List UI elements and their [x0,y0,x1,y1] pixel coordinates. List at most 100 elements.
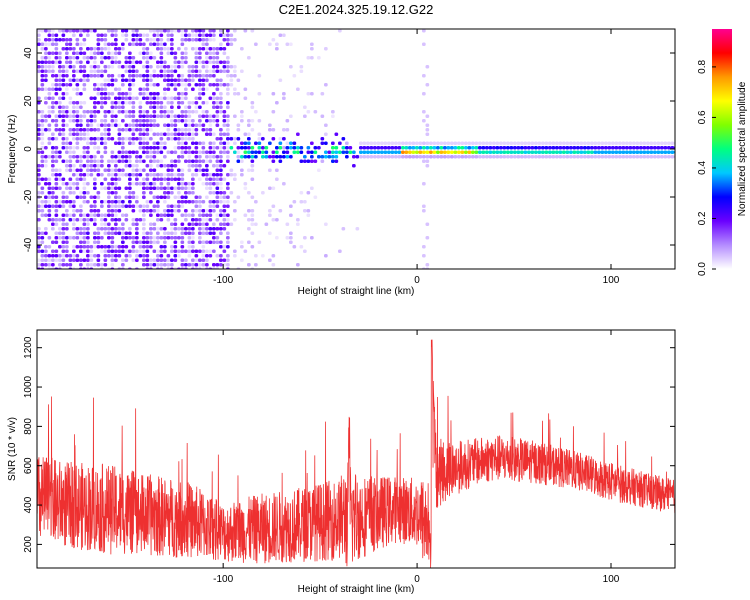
heatmap-cell [177,65,181,69]
heatmap-cell [110,33,115,37]
heatmap-cell [110,200,115,204]
heatmap-cell [86,263,90,267]
heatmap-cell [54,146,59,150]
heatmap-cell [299,65,304,69]
heatmap-cell [226,42,230,46]
heatmap-cell [387,146,391,150]
heatmap-cell [124,29,129,33]
heatmap-cell [250,159,255,163]
heatmap-cell [163,123,167,127]
heatmap-cell [443,146,447,150]
heatmap-cell [54,236,59,240]
heatmap-cell [142,222,146,226]
heatmap-cell [135,119,139,123]
heatmap-cell [194,29,199,33]
heatmap-cell [394,141,398,145]
heatmap-cell [555,146,559,150]
heatmap-cell [450,150,454,154]
heatmap-cell [201,231,206,235]
heatmap-cell [156,47,160,51]
heatmap-cell [103,222,108,226]
heatmap-cell [124,204,129,208]
heatmap-cell [107,56,111,60]
heatmap-cell [47,195,52,199]
heatmap-cell [145,200,150,204]
heatmap-cell [268,213,272,217]
heatmap-cell [166,191,171,195]
heatmap-cell [201,101,206,105]
heatmap-cell [54,92,59,96]
heatmap-cell [187,245,192,249]
heatmap-cell [215,204,220,208]
heatmap-cell [425,146,430,150]
heatmap-cell [107,42,111,46]
heatmap-cell [82,182,87,186]
heatmap-cell [324,222,328,226]
heatmap-y-tick-label: 0 [23,146,34,152]
heatmap-cell [516,141,521,145]
heatmap-cell [205,33,209,37]
heatmap-cell [82,191,87,195]
heatmap-cell [37,200,41,204]
heatmap-cell [61,74,66,78]
heatmap-cell [474,150,479,154]
heatmap-cell [44,254,48,258]
heatmap-cell [65,51,69,55]
heatmap-cell [520,155,524,159]
heatmap-cell [65,150,69,154]
heatmap-cell [226,38,230,42]
heatmap-cell [166,110,171,114]
heatmap-cell [61,245,66,249]
heatmap-cell [660,155,664,159]
heatmap-cell [44,38,48,42]
heatmap-cell [170,33,174,37]
heatmap-cell [68,132,73,136]
heatmap-cell [194,123,199,127]
heatmap-cell [481,141,486,145]
heatmap-cell [40,213,45,217]
heatmap-cell [61,47,66,51]
heatmap-cell [177,47,181,51]
heatmap-cell [128,195,132,199]
heatmap-cell [236,159,241,163]
heatmap-cell [114,78,118,82]
heatmap-cell [205,51,209,55]
heatmap-cell [215,83,220,87]
heatmap-cell [191,141,195,145]
heatmap-cell [61,254,66,258]
heatmap-cell [331,141,335,145]
heatmap-cell [47,236,52,240]
heatmap-cell [131,141,136,145]
heatmap-cell [152,74,157,78]
heatmap-cell [268,141,272,145]
heatmap-cell [292,200,297,204]
heatmap-cell [163,69,167,73]
heatmap-cell [61,123,66,127]
heatmap-cell [121,137,125,141]
heatmap-cell [289,114,293,118]
heatmap-cell [205,132,209,136]
heatmap-cell [75,186,80,190]
heatmap-cell [128,155,132,159]
heatmap-cell [152,150,157,154]
heatmap-cell [222,119,227,123]
heatmap-cell [180,200,185,204]
heatmap-cell [194,69,199,73]
heatmap-cell [194,105,199,109]
heatmap-cell [159,137,164,141]
heatmap-cell [198,240,202,244]
heatmap-cell [124,195,129,199]
heatmap-cell [201,159,206,163]
heatmap-cell [303,155,307,159]
heatmap-cell [177,128,181,132]
heatmap-cell [37,173,41,177]
heatmap-cell [152,155,157,159]
heatmap-cell [222,258,227,262]
heatmap-cell [173,173,178,177]
heatmap-cell [89,56,94,60]
heatmap-cell [96,101,101,105]
heatmap-cell [173,132,178,136]
heatmap-cell [156,159,160,163]
heatmap-cell [135,182,139,186]
